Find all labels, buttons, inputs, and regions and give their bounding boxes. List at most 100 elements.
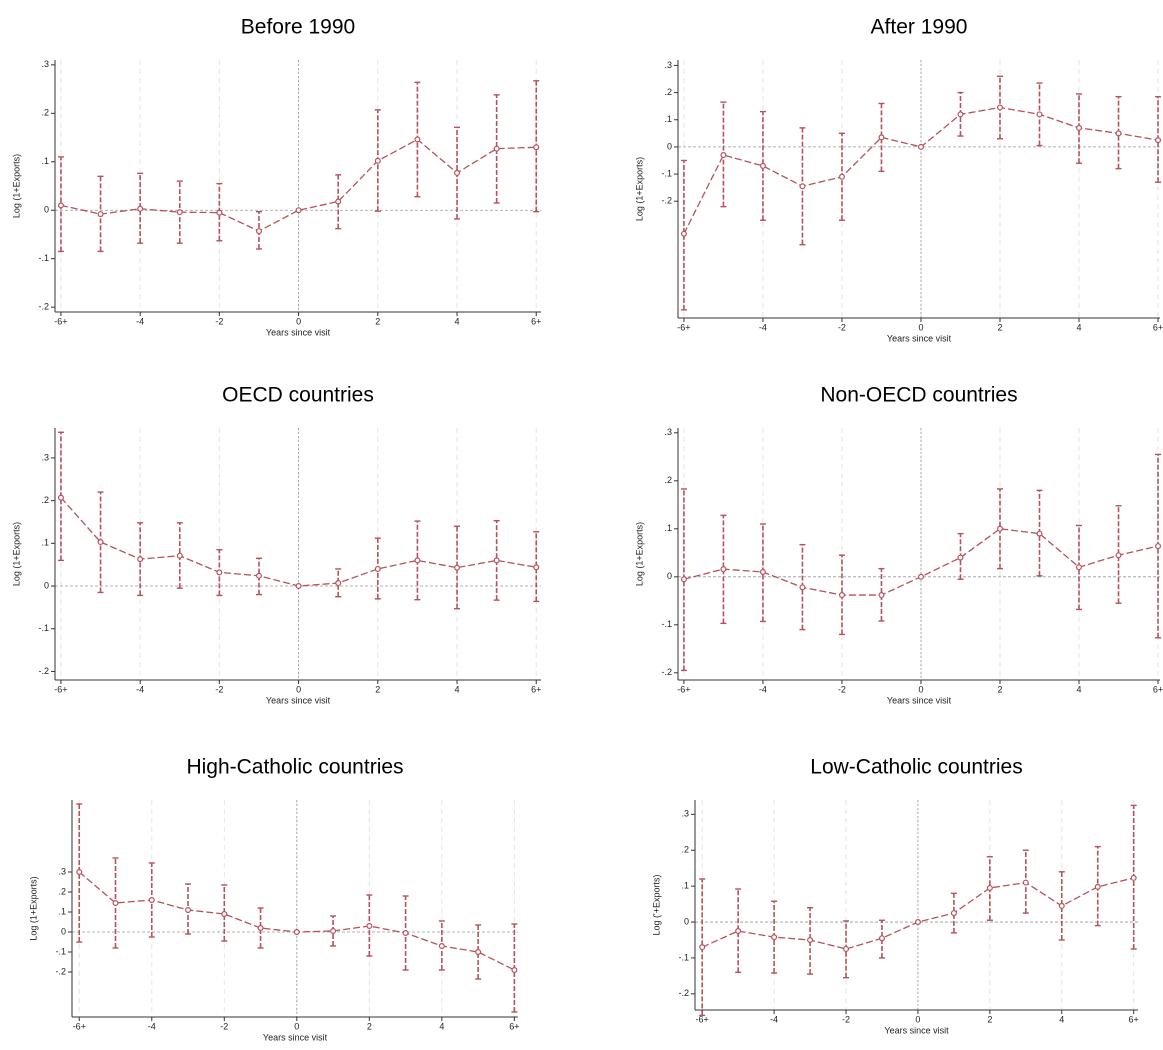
point <box>957 554 964 561</box>
point <box>759 162 766 169</box>
x-tick-label: 4 <box>1059 1014 1064 1024</box>
point <box>1155 543 1162 550</box>
x-tick-label: 4 <box>455 316 460 326</box>
x-tick-label: -4 <box>136 316 144 326</box>
x-tick-label: -6+ <box>73 1021 86 1031</box>
x-tick-label: 2 <box>987 1014 992 1024</box>
x-tick-label: 2 <box>375 684 380 694</box>
point <box>680 230 687 237</box>
point <box>680 576 687 583</box>
y-tick-label: .1 <box>58 906 66 916</box>
y-tick-label: -.1 <box>678 952 689 962</box>
y-tick-label: .1 <box>681 881 689 891</box>
y-tick-label: -.1 <box>661 619 672 629</box>
y-tick-label: .3 <box>681 809 689 819</box>
y-tick-label: 0 <box>667 141 672 151</box>
y-tick-label: .2 <box>664 475 672 485</box>
point <box>735 928 742 935</box>
point <box>57 494 64 501</box>
point <box>1155 137 1162 144</box>
x-tick-label: -2 <box>215 684 223 694</box>
point <box>295 207 302 214</box>
x-tick-label: 2 <box>367 1021 372 1031</box>
point <box>1036 111 1043 118</box>
point <box>1058 902 1065 909</box>
y-tick-label: 0 <box>684 916 689 926</box>
y-tick-label: .3 <box>664 60 672 70</box>
y-tick-label: .2 <box>41 108 49 118</box>
point <box>799 183 806 190</box>
x-axis-label: Years since visit <box>887 695 952 705</box>
point <box>950 910 957 917</box>
point <box>843 945 850 952</box>
point <box>799 584 806 591</box>
x-tick-label: 0 <box>296 684 301 694</box>
point <box>97 539 104 546</box>
point <box>330 927 337 934</box>
point <box>1036 530 1043 537</box>
y-tick-label: -.1 <box>38 253 49 263</box>
x-axis-label: Years since visit <box>884 1025 949 1035</box>
x-tick-label: 0 <box>296 316 301 326</box>
y-tick-label: 0 <box>61 926 66 936</box>
x-tick-label: 0 <box>918 322 923 332</box>
chart-title: OECD countries <box>222 384 374 407</box>
x-tick-label: -2 <box>220 1021 228 1031</box>
y-tick-label: .3 <box>41 59 49 69</box>
y-axis-label: Log (1+Exports) <box>11 154 21 218</box>
x-tick-label: 4 <box>455 684 460 694</box>
point <box>493 557 500 564</box>
x-tick-label: -6+ <box>677 322 690 332</box>
y-tick-label: .1 <box>664 523 672 533</box>
x-axis-label: Years since visit <box>266 327 331 337</box>
point <box>374 157 381 164</box>
x-tick-label: -2 <box>838 322 846 332</box>
x-tick-label: -4 <box>770 1014 778 1024</box>
point <box>720 566 727 573</box>
point <box>366 922 373 929</box>
point <box>957 111 964 118</box>
x-tick-label: -2 <box>215 316 223 326</box>
point <box>1022 879 1029 886</box>
y-axis-label: Log (1+Exports) <box>634 522 644 586</box>
point <box>335 198 342 205</box>
point <box>255 228 262 235</box>
point <box>511 966 518 973</box>
y-tick-label: -.1 <box>55 946 66 956</box>
point <box>878 134 885 141</box>
y-tick-label: 0 <box>44 205 49 215</box>
x-tick-label: -6+ <box>54 684 67 694</box>
x-tick-label: 2 <box>997 322 1002 332</box>
point <box>807 936 814 943</box>
x-tick-label: -4 <box>759 684 767 694</box>
point <box>216 569 223 576</box>
point <box>533 564 540 571</box>
point <box>838 173 845 180</box>
point <box>475 948 482 955</box>
point <box>257 924 264 931</box>
x-tick-label: -6+ <box>696 1014 709 1024</box>
y-tick-label: -.2 <box>678 988 689 998</box>
point <box>335 580 342 587</box>
x-tick-label: 6+ <box>1153 684 1163 694</box>
x-tick-label: 6+ <box>1153 322 1163 332</box>
x-axis-label: Years since visit <box>887 333 952 343</box>
chart-title: High-Catholic countries <box>186 756 403 779</box>
y-axis-label: Log (1+Exports) <box>28 876 38 940</box>
point <box>759 568 766 575</box>
point <box>76 868 83 875</box>
point <box>917 573 924 580</box>
x-tick-label: -4 <box>759 322 767 332</box>
point <box>216 209 223 216</box>
x-tick-label: 0 <box>915 1014 920 1024</box>
point <box>454 169 461 176</box>
y-tick-label: 0 <box>667 571 672 581</box>
x-tick-label: 0 <box>918 684 923 694</box>
point <box>148 896 155 903</box>
point <box>112 899 119 906</box>
y-tick-label: 0 <box>44 580 49 590</box>
x-tick-label: 4 <box>439 1021 444 1031</box>
point <box>720 152 727 159</box>
point <box>1130 874 1137 881</box>
